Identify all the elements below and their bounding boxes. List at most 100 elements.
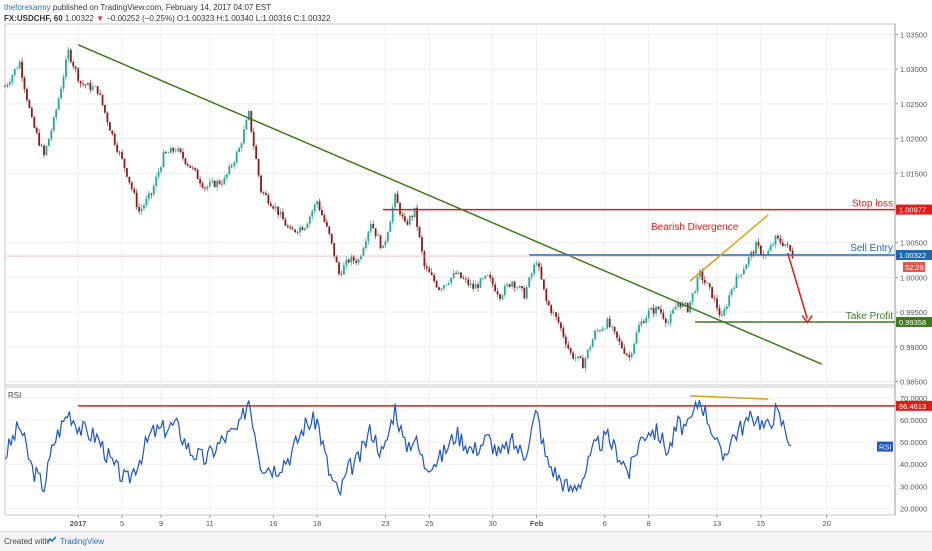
candle <box>569 347 572 355</box>
candle <box>555 311 557 321</box>
candle <box>552 309 555 317</box>
candle <box>265 190 267 196</box>
candle <box>596 327 599 333</box>
arrow-head-icon <box>801 315 813 324</box>
candle <box>69 48 72 64</box>
time-tick-label: 15 <box>757 519 765 528</box>
candle <box>503 283 506 298</box>
candle <box>338 260 340 277</box>
candle <box>618 334 621 346</box>
time-axis[interactable]: 2017 5 9 11 16 18 23 25 30 Feb 6 8 13 15 20 <box>70 515 831 528</box>
candle <box>150 193 153 199</box>
candle <box>728 291 731 309</box>
candle <box>584 356 587 373</box>
candle <box>577 356 579 362</box>
candle <box>403 212 406 223</box>
candle <box>101 94 104 107</box>
price-tick-label: 1.00000 <box>900 273 927 282</box>
candle <box>255 143 258 160</box>
candle <box>325 218 328 228</box>
candle <box>391 204 394 225</box>
candle <box>174 148 177 153</box>
candle <box>318 198 321 212</box>
time-tick-label: 16 <box>269 519 277 528</box>
candle <box>167 151 170 154</box>
rsi-divergence-line[interactable] <box>690 395 769 400</box>
candle <box>457 270 460 275</box>
candle <box>621 339 623 349</box>
candle <box>216 178 219 192</box>
time-tick-label: 20 <box>823 519 831 528</box>
candle <box>521 285 523 292</box>
candle <box>118 150 121 157</box>
price-axis[interactable]: 1.03500 1.03000 1.02500 1.02000 1.01500 1.005… <box>895 30 927 387</box>
price-chart[interactable]: Bearish Divergence Stop loss Sell Entry … <box>0 0 932 531</box>
candle <box>540 262 543 281</box>
candle <box>35 126 38 135</box>
candle <box>274 202 277 213</box>
candle <box>516 285 518 291</box>
candle <box>428 265 431 273</box>
candle <box>286 224 289 229</box>
bearish-divergence-line[interactable] <box>689 214 769 282</box>
candle <box>542 279 545 291</box>
rsi-axis[interactable]: 70.0000 60.0000 50.0000 40.0000 30.0000 20.00… <box>900 394 927 513</box>
bearish-divergence-label: Bearish Divergence <box>651 222 739 233</box>
candle <box>277 206 279 219</box>
candle <box>145 194 148 208</box>
candle <box>401 212 404 220</box>
candle <box>111 130 114 136</box>
candle <box>642 318 645 324</box>
time-tick-label: 23 <box>381 519 389 528</box>
candle <box>501 293 504 301</box>
candle <box>155 173 158 189</box>
candle <box>438 286 440 291</box>
candle <box>343 262 345 275</box>
candle <box>52 116 55 133</box>
candle <box>8 78 11 88</box>
take-profit-label: Take Profit <box>846 311 893 322</box>
sell-arrow[interactable] <box>786 252 808 319</box>
candle <box>169 145 172 154</box>
candle <box>206 185 209 192</box>
chart-header: theforexarmy published on TradingView.co… <box>4 2 330 24</box>
symbol-label: FX:USDCHF, 60 <box>4 14 63 23</box>
candle <box>235 149 238 165</box>
candle <box>184 157 187 167</box>
time-tick-label: 5 <box>120 519 124 528</box>
candle <box>330 233 333 245</box>
candle <box>645 314 648 324</box>
downtrend-line[interactable] <box>77 44 823 365</box>
candle <box>191 165 194 171</box>
tradingview-brand[interactable]: TradingView <box>60 537 105 546</box>
candle <box>50 127 53 142</box>
candle <box>738 274 740 279</box>
candle <box>357 257 360 266</box>
time-tick-label: 30 <box>488 519 496 528</box>
candle <box>225 173 228 181</box>
candle <box>467 276 470 288</box>
candle <box>199 176 201 187</box>
candle <box>6 82 9 89</box>
candle <box>779 234 782 245</box>
time-tick-label: 18 <box>313 519 321 528</box>
rsi-title: RSI <box>8 391 21 400</box>
candle <box>260 174 262 195</box>
candle <box>718 304 721 319</box>
author-link[interactable]: theforexarmy <box>4 3 51 12</box>
candle <box>528 276 531 288</box>
candle <box>21 57 23 82</box>
candle <box>362 246 365 257</box>
candle <box>628 351 631 362</box>
candle <box>445 284 448 286</box>
candle <box>589 344 592 352</box>
countdown-tag-text: 52:29 <box>905 263 924 272</box>
down-arrow-icon: ▼ <box>96 14 104 23</box>
ohlc-values: O:1.00323 H:1.00340 L:1.00316 C:1.00322 <box>176 14 331 23</box>
candle <box>674 302 677 310</box>
candle <box>774 234 777 249</box>
candle <box>247 109 250 121</box>
candle <box>147 190 150 203</box>
take-profit-tag <box>896 316 932 327</box>
candle <box>545 287 548 305</box>
